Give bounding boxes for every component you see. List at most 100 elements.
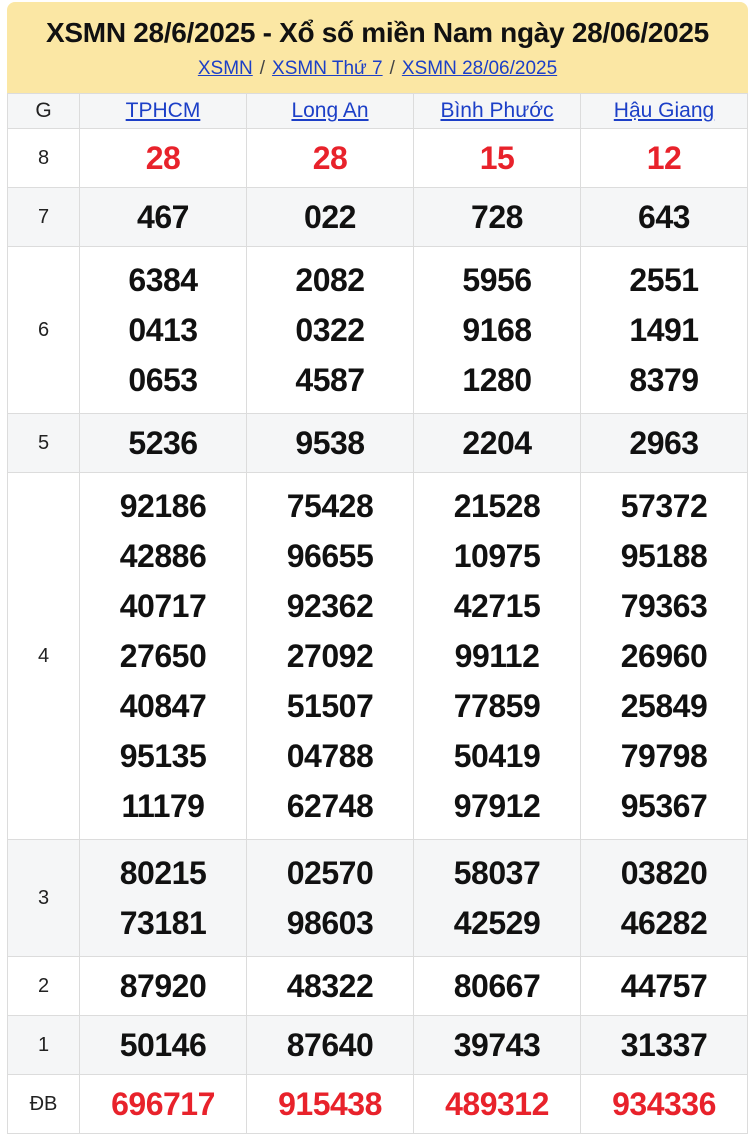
result-cell-binh-phuoc-g1: 39743 [413, 1015, 581, 1075]
result-number: 0413 [128, 312, 198, 348]
result-cell-long-an-g1: 87640 [246, 1015, 414, 1075]
result-cell-tphcm-g2: 87920 [79, 956, 247, 1016]
prize-label-5: 5 [7, 413, 80, 473]
result-number: 489312 [445, 1086, 549, 1122]
result-number: 728 [471, 199, 523, 235]
result-number: 57372 [620, 488, 708, 524]
table-header-row: G TPHCM Long An Bình Phước Hậu Giang [7, 93, 748, 129]
prize-row-6: 6 6384 0413 0653 2082 0322 4587 5956 9168 1280 255… [7, 246, 748, 414]
result-number: 80215 [119, 855, 207, 891]
result-cell-tphcm-gdb: 696717 [79, 1074, 247, 1134]
prize-column-header: G [7, 93, 80, 129]
result-number: 79798 [620, 738, 708, 774]
result-cell-hau-giang-g1: 31337 [580, 1015, 748, 1075]
result-number: 80667 [453, 968, 541, 1004]
result-cell-hau-giang-g7: 643 [580, 187, 748, 247]
result-number: 10975 [453, 538, 541, 574]
result-number: 96655 [286, 538, 374, 574]
result-number: 8379 [629, 362, 699, 398]
result-number: 99112 [454, 638, 540, 674]
result-number: 73181 [119, 905, 207, 941]
column-header-binh-phuoc: Bình Phước [413, 93, 581, 129]
prize-row-4: 4 92186 42886 40717 27650 40847 95135 11179 7542… [7, 472, 748, 840]
result-number: 95188 [620, 538, 708, 574]
result-cell-tphcm-g7: 467 [79, 187, 247, 247]
page-header: XSMN 28/6/2025 - Xổ số miền Nam ngày 28/… [7, 2, 748, 93]
result-cell-hau-giang-g6: 2551 1491 8379 [580, 246, 748, 414]
result-number: 97912 [453, 788, 541, 824]
result-cell-long-an-g5: 9538 [246, 413, 414, 473]
result-number: 696717 [111, 1086, 215, 1122]
result-number: 27650 [119, 638, 207, 674]
prize-row-5: 5 5236 9538 2204 2963 [7, 413, 748, 473]
result-cell-long-an-gdb: 915438 [246, 1074, 414, 1134]
result-number: 5236 [128, 425, 198, 461]
result-number: 40847 [119, 688, 207, 724]
result-number: 022 [304, 199, 356, 235]
result-number: 2204 [462, 425, 532, 461]
prize-label-7: 7 [7, 187, 80, 247]
result-cell-binh-phuoc-g2: 80667 [413, 956, 581, 1016]
result-number: 21528 [453, 488, 541, 524]
result-number: 77859 [453, 688, 541, 724]
result-cell-hau-giang-g5: 2963 [580, 413, 748, 473]
result-cell-hau-giang-g3: 03820 46282 [580, 839, 748, 957]
breadcrumb-link-xsmn-date[interactable]: XSMN 28/06/2025 [401, 58, 558, 79]
prize-label-2: 2 [7, 956, 80, 1016]
column-header-link-binh-phuoc[interactable]: Bình Phước [440, 99, 554, 122]
prize-label-3: 3 [7, 839, 80, 957]
prize-row-7: 7 467 022 728 643 [7, 187, 748, 247]
result-number: 6384 [128, 262, 198, 298]
result-cell-long-an-g2: 48322 [246, 956, 414, 1016]
column-header-link-long-an[interactable]: Long An [291, 99, 369, 122]
result-number: 03820 [620, 855, 708, 891]
prize-label-4: 4 [7, 472, 80, 840]
result-number: 62748 [286, 788, 374, 824]
result-cell-hau-giang-g8: 12 [580, 128, 748, 188]
column-header-link-hau-giang[interactable]: Hậu Giang [613, 99, 715, 122]
result-number: 31337 [620, 1027, 708, 1063]
result-number: 12 [646, 140, 682, 176]
result-number: 42886 [119, 538, 207, 574]
result-number: 26960 [620, 638, 708, 674]
result-number: 42529 [453, 905, 541, 941]
result-cell-binh-phuoc-g8: 15 [413, 128, 581, 188]
result-cell-long-an-g3: 02570 98603 [246, 839, 414, 957]
result-number: 9168 [462, 312, 532, 348]
result-number: 75428 [286, 488, 374, 524]
prize-row-8: 8 28 28 15 12 [7, 128, 748, 188]
result-cell-tphcm-g3: 80215 73181 [79, 839, 247, 957]
breadcrumb-link-xsmn[interactable]: XSMN [197, 58, 253, 79]
breadcrumb-link-xsmn-thu-7[interactable]: XSMN Thứ 7 [272, 58, 383, 79]
result-cell-tphcm-g4: 92186 42886 40717 27650 40847 95135 11179 [79, 472, 247, 840]
prize-row-3: 3 80215 73181 02570 98603 58037 42529 03820 4628… [7, 839, 748, 957]
column-header-link-tphcm[interactable]: TPHCM [125, 99, 201, 122]
breadcrumb: XSMN / XSMN Thứ 7 / XSMN 28/06/2025 [13, 58, 742, 80]
result-cell-binh-phuoc-g5: 2204 [413, 413, 581, 473]
results-table: G TPHCM Long An Bình Phước Hậu Giang 8 28 28 1… [7, 93, 748, 1134]
result-number: 4587 [295, 362, 365, 398]
result-number: 1280 [462, 362, 532, 398]
result-number: 28 [145, 140, 181, 176]
result-number: 87920 [119, 968, 207, 1004]
result-number: 2551 [629, 262, 699, 298]
result-cell-hau-giang-gdb: 934336 [580, 1074, 748, 1134]
result-number: 0653 [128, 362, 198, 398]
result-number: 467 [137, 199, 189, 235]
result-number: 51507 [286, 688, 374, 724]
result-number: 95367 [620, 788, 708, 824]
result-number: 04788 [286, 738, 374, 774]
result-cell-binh-phuoc-g7: 728 [413, 187, 581, 247]
prize-row-db: ĐB 696717 915438 489312 934336 [7, 1074, 748, 1134]
result-number: 643 [638, 199, 690, 235]
result-cell-binh-phuoc-g6: 5956 9168 1280 [413, 246, 581, 414]
result-number: 40717 [119, 588, 207, 624]
result-number: 9538 [295, 425, 365, 461]
column-header-tphcm: TPHCM [79, 93, 247, 129]
result-cell-hau-giang-g2: 44757 [580, 956, 748, 1016]
result-cell-long-an-g7: 022 [246, 187, 414, 247]
result-number: 11179 [121, 788, 205, 824]
result-number: 46282 [620, 905, 708, 941]
result-number: 92362 [286, 588, 374, 624]
